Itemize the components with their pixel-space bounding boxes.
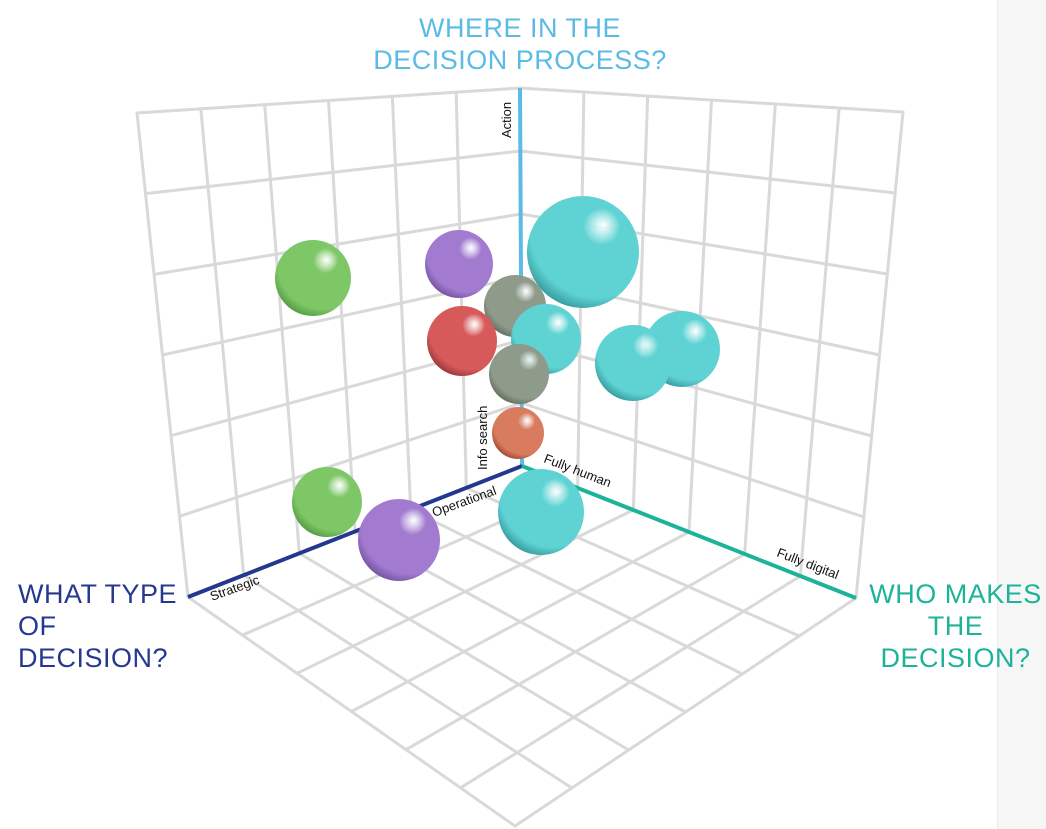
grid-line: [297, 551, 631, 752]
bubble: [489, 344, 549, 404]
grid-line: [135, 86, 522, 115]
bubble: [358, 499, 440, 581]
bubble: [492, 407, 544, 459]
fully-digital-label: Fully digital: [775, 545, 841, 582]
vertical-axis-title-line-2: DECISION PROCESS?: [373, 45, 667, 75]
bubble: [292, 467, 362, 537]
action-label: Action: [499, 102, 514, 138]
vertical-axis-title: WHERE IN THE DECISION PROCESS?: [370, 12, 670, 76]
bubbles: [275, 196, 720, 581]
right-margin-strip: [997, 0, 1046, 829]
left-axis-title: WHAT TYPE OF DECISION?: [18, 578, 198, 674]
grid-line: [144, 149, 522, 196]
grid-line: [513, 596, 858, 828]
right-axis-line: [521, 464, 857, 600]
grid-line: [404, 552, 747, 752]
vertical-axis-title-line-1: WHERE IN THE: [418, 13, 621, 43]
bubble: [425, 230, 493, 298]
left-axis-title-line-2: OF DECISION?: [18, 611, 169, 673]
left-axis-line: [187, 464, 523, 599]
right-axis-title-line-2: THE DECISION?: [880, 611, 1031, 673]
grid-line: [459, 574, 802, 790]
bubble: [595, 325, 671, 401]
right-axis-title-line-1: WHO MAKES: [869, 579, 1042, 609]
right-axis-title: WHO MAKES THE DECISION?: [868, 578, 1043, 674]
bubble: [498, 469, 584, 555]
grid-line: [199, 107, 246, 577]
grid-line: [518, 149, 897, 195]
bubble: [527, 196, 639, 308]
left-axis-title-line-1: WHAT TYPE: [18, 579, 178, 609]
bubble: [275, 240, 351, 316]
info-search-label: Info search: [475, 406, 490, 470]
grid-line: [186, 595, 517, 828]
bubble: [427, 306, 497, 376]
grid-line: [135, 111, 190, 599]
grid-line: [854, 110, 905, 600]
grid-line: [518, 86, 905, 114]
